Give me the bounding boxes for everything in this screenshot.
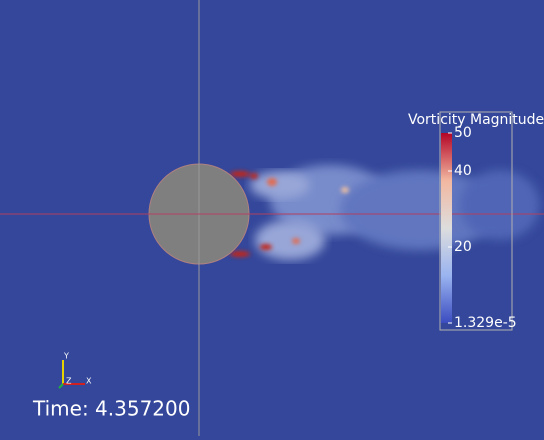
axis-label-y: Y [63, 352, 69, 361]
axis-label-z: Z [66, 377, 72, 386]
time-label: Time: 4.357200 [32, 397, 190, 421]
colorbar-tick-label: 20 [454, 239, 472, 255]
axis-label-x: X [86, 377, 92, 386]
colorbar-tick-label: 50 [454, 125, 472, 141]
colorbar-tick-label: 1.329e-5 [454, 315, 517, 331]
colorbar-title: Vorticity Magnitude [408, 112, 544, 128]
wake [250, 165, 540, 260]
colorbar [441, 133, 452, 323]
axes-triad: Y Z X [58, 352, 92, 389]
colorbar-tick-label: 40 [454, 163, 472, 179]
vortex-cores [230, 171, 349, 257]
colorbar-frame [439, 111, 513, 331]
